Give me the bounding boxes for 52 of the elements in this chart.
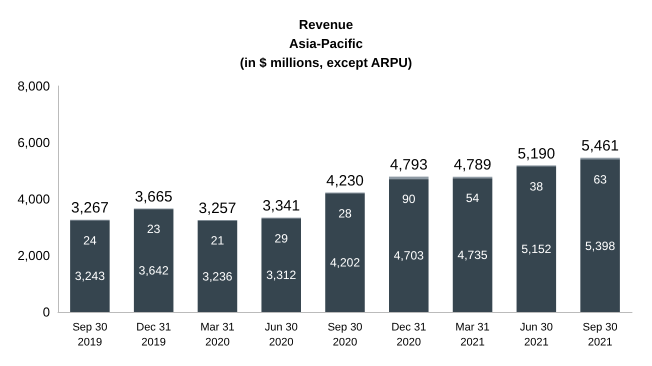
data-label: 54: [466, 191, 480, 206]
x-tick-label: Mar 31 2020: [200, 322, 235, 348]
bar: [580, 160, 620, 312]
data-label: 24: [83, 233, 97, 248]
x-tick-label: Jun 30 2021: [520, 322, 553, 348]
total-label: 5,190: [518, 145, 556, 162]
bar: [452, 178, 492, 312]
bar: [134, 209, 174, 312]
chart-title: Revenue Asia-Pacific (in $ millions, except ARPU): [240, 17, 412, 70]
data-label: 38: [530, 179, 544, 194]
data-label: 5,152: [521, 242, 552, 256]
bar: [389, 179, 429, 312]
total-label: 4,230: [326, 172, 364, 190]
data-label: 90: [402, 192, 416, 206]
data-label: 3,312: [266, 268, 297, 282]
x-tick-label: Jun 30 2020: [264, 322, 298, 348]
bar: [516, 166, 556, 312]
total-label: 3,267: [71, 200, 109, 217]
total-label: 3,257: [198, 200, 236, 217]
bar: [325, 193, 365, 312]
bar: [198, 220, 238, 312]
x-tick-label: Dec 31 2020: [391, 322, 426, 348]
data-label: 63: [593, 172, 608, 187]
x-tick-label: Sep 30 2021: [582, 322, 618, 348]
bar: [70, 220, 110, 312]
y-tick-label: 2,000: [17, 248, 50, 263]
x-tick-label: Dec 31 2019: [136, 322, 172, 348]
y-tick-label: 0: [42, 304, 50, 320]
y-tick-label: 8,000: [17, 78, 50, 94]
data-label: 4,735: [458, 248, 488, 262]
data-label: 3,243: [74, 269, 106, 284]
data-label: 5,398: [585, 238, 616, 253]
bar: [389, 176, 429, 180]
data-label: 4,202: [330, 256, 360, 270]
x-tick-label: Sep 30 2020: [328, 322, 362, 348]
data-label: 3,236: [202, 269, 233, 284]
total-label: 4,789: [454, 156, 492, 174]
total-label: 3,341: [262, 198, 300, 215]
y-tick-label: 6,000: [17, 135, 50, 150]
x-tick-label: Sep 30 2019: [72, 322, 108, 348]
total-label: 3,665: [134, 188, 172, 206]
x-tick-label: Mar 31 2021: [455, 322, 490, 348]
y-tick-label: 4,000: [17, 192, 50, 206]
data-label: 21: [210, 234, 224, 248]
bar: [261, 218, 301, 312]
total-label: 5,461: [581, 138, 619, 155]
data-label: 23: [146, 222, 161, 236]
data-label: 28: [338, 206, 352, 220]
data-label: 3,642: [138, 264, 170, 278]
total-label: 4,793: [390, 156, 428, 174]
data-label: 29: [274, 231, 288, 246]
data-label: 4,703: [394, 248, 424, 263]
